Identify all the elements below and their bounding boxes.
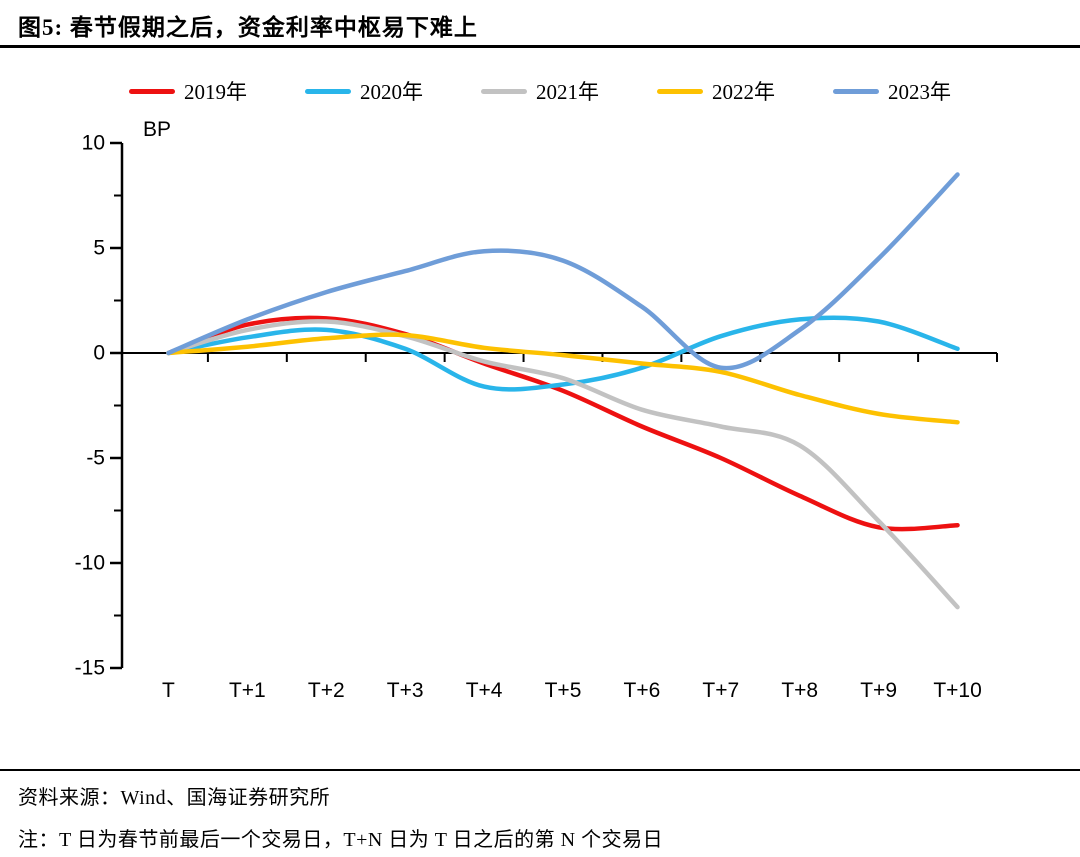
x-category-label: T+1: [229, 679, 266, 702]
line-chart: 10 5 0 -5 -10 -15 T T+1 T+2 T+3 T+4 T+5 T+6 T+7 T+8 T+9…: [75, 132, 998, 702]
legend-swatch-2021年: [481, 88, 527, 94]
title-divider: [0, 45, 1080, 48]
legend-label-2019年: 2019年: [184, 80, 247, 104]
series-line-2020年: [166, 315, 960, 392]
legend-item-2021年: 2021年: [481, 76, 599, 106]
y-tick-label: 5: [93, 237, 105, 260]
x-category-label: T+7: [702, 679, 739, 702]
legend-item-2022年: 2022年: [657, 76, 775, 106]
legend-label-2023年: 2023年: [888, 80, 951, 104]
definition-note: 注：T 日为春节前最后一个交易日，T+N 日为 T 日之后的第 N 个交易日: [18, 829, 664, 851]
legend-item-2020年: 2020年: [305, 76, 423, 106]
x-category-label: T+3: [387, 679, 424, 702]
y-tick-label: -15: [75, 657, 105, 680]
legend-swatch-2019年: [129, 88, 175, 94]
y-axis-unit-label: BP: [143, 118, 172, 141]
legend-label-2020年: 2020年: [360, 80, 423, 104]
x-category-label: T+5: [545, 679, 582, 702]
legend-label-2021年: 2021年: [536, 80, 599, 104]
y-tick-label: -10: [75, 552, 105, 575]
legend-label-2022年: 2022年: [712, 80, 775, 104]
y-tick-label: 10: [82, 132, 105, 155]
x-category-label: T+10: [933, 679, 981, 702]
legend-item-2023年: 2023年: [833, 76, 951, 106]
x-category-label: T+2: [308, 679, 345, 702]
y-tick-label: 0: [93, 342, 105, 365]
legend-swatch-2022年: [657, 88, 703, 94]
series-line-2019年: [166, 315, 960, 532]
source-note: 资料来源：Wind、国海证券研究所: [18, 787, 331, 809]
figure-title: 图5: 春节假期之后，资金利率中枢易下难上: [18, 15, 478, 40]
x-category-label: T+4: [466, 679, 503, 702]
footer-divider: [0, 769, 1080, 771]
legend-item-2019年: 2019年: [129, 76, 247, 106]
legend-swatch-2023年: [833, 88, 879, 94]
x-category-label: T: [162, 679, 175, 702]
x-category-label: T+8: [781, 679, 818, 702]
series-line-2021年: [166, 319, 960, 610]
series-line-2023年: [166, 172, 960, 371]
legend-swatch-2020年: [305, 88, 351, 94]
chart-legend: 2019年 2020年 2021年 2022年 2023年: [0, 76, 1080, 106]
series-line-2022年: [166, 332, 960, 425]
x-category-label: T+6: [624, 679, 661, 702]
y-tick-label: -5: [86, 447, 105, 470]
x-category-label: T+9: [860, 679, 897, 702]
